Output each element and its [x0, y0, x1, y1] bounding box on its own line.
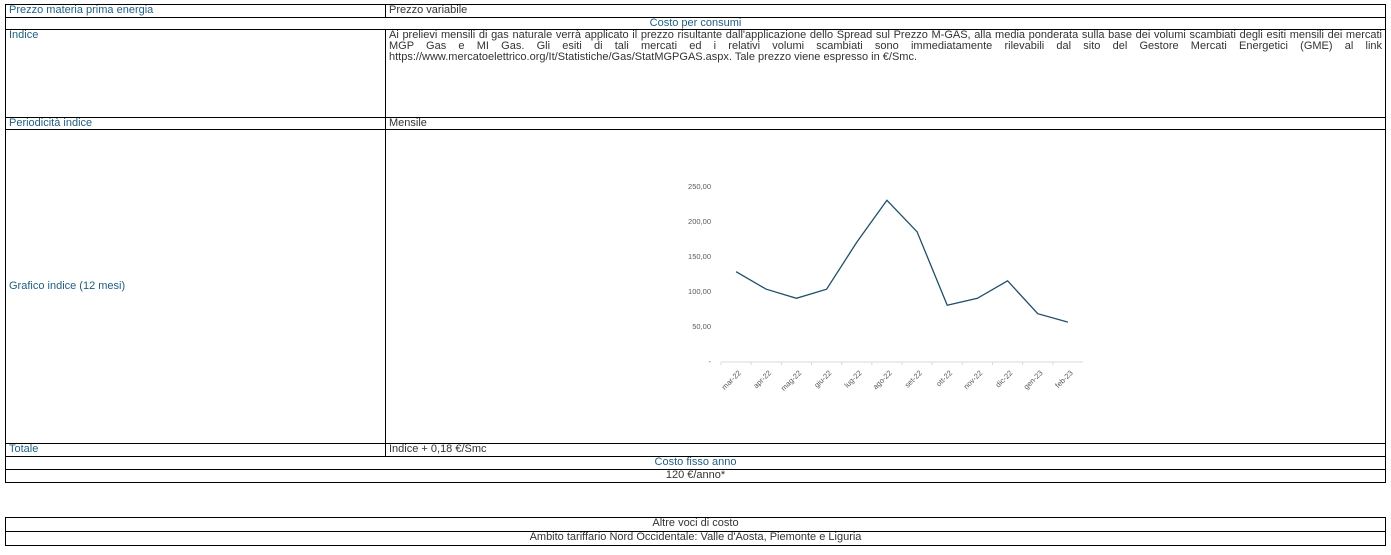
value: Indice + 0,18 €/Smc	[385, 443, 1386, 457]
x-tick-label: nov-22	[962, 368, 985, 391]
section-title: Costo per consumi	[5, 17, 1386, 30]
x-tick-label: ago-22	[871, 368, 894, 391]
y-tick-label: 200,00	[688, 217, 711, 226]
section-title: Costo fisso anno	[5, 456, 1386, 470]
x-tick-label: gen-23	[1022, 368, 1045, 391]
value: Prezzo variabile	[385, 4, 1386, 18]
value: 120 €/anno*	[5, 469, 1386, 483]
x-tick-label: dic-22	[994, 368, 1015, 389]
y-tick-label: 100,00	[688, 287, 711, 296]
offer-table: Prezzo materia prima energia Prezzo varia…	[5, 4, 1386, 483]
x-tick-label: lug-22	[842, 368, 863, 389]
x-tick-label: set-22	[903, 368, 924, 389]
value: Ambito tariffario Nord Occidentale: Vall…	[5, 531, 1386, 546]
label: Indice	[5, 29, 386, 118]
label: Periodicità indice	[5, 117, 386, 130]
x-tick-label: giu-22	[812, 368, 833, 389]
x-tick-label: apr-22	[751, 368, 773, 390]
x-tick-label: mar-22	[720, 368, 743, 391]
label: Totale	[5, 443, 386, 457]
x-tick-label: mag-22	[779, 368, 803, 392]
label: Prezzo materia prima energia	[5, 4, 386, 18]
y-tick-label: 50,00	[692, 322, 711, 331]
y-tick-label: 150,00	[688, 252, 711, 261]
other-costs-table: Altre voci di costo Ambito tariffario No…	[5, 517, 1386, 546]
chart-cell: - 50,00 100,00 150,00 200,00 250,00 mar-22 apr-…	[385, 129, 1386, 444]
x-tick-label: feb-23	[1053, 368, 1074, 389]
value: Mensile	[385, 117, 1386, 130]
y-tick-label: -	[709, 357, 712, 366]
section-title: Altre voci di costo	[5, 517, 1386, 532]
line	[735, 199, 1069, 323]
chart: - 50,00 100,00 150,00 200,00 250,00 mar-22 apr-…	[688, 182, 1083, 393]
value: Ai prelievi mensili di gas naturale verr…	[385, 29, 1386, 118]
y-tick-label: 250,00	[688, 182, 711, 191]
x-tick-label: ott-22	[934, 368, 954, 388]
label: Grafico indice (12 mesi)	[5, 129, 386, 444]
